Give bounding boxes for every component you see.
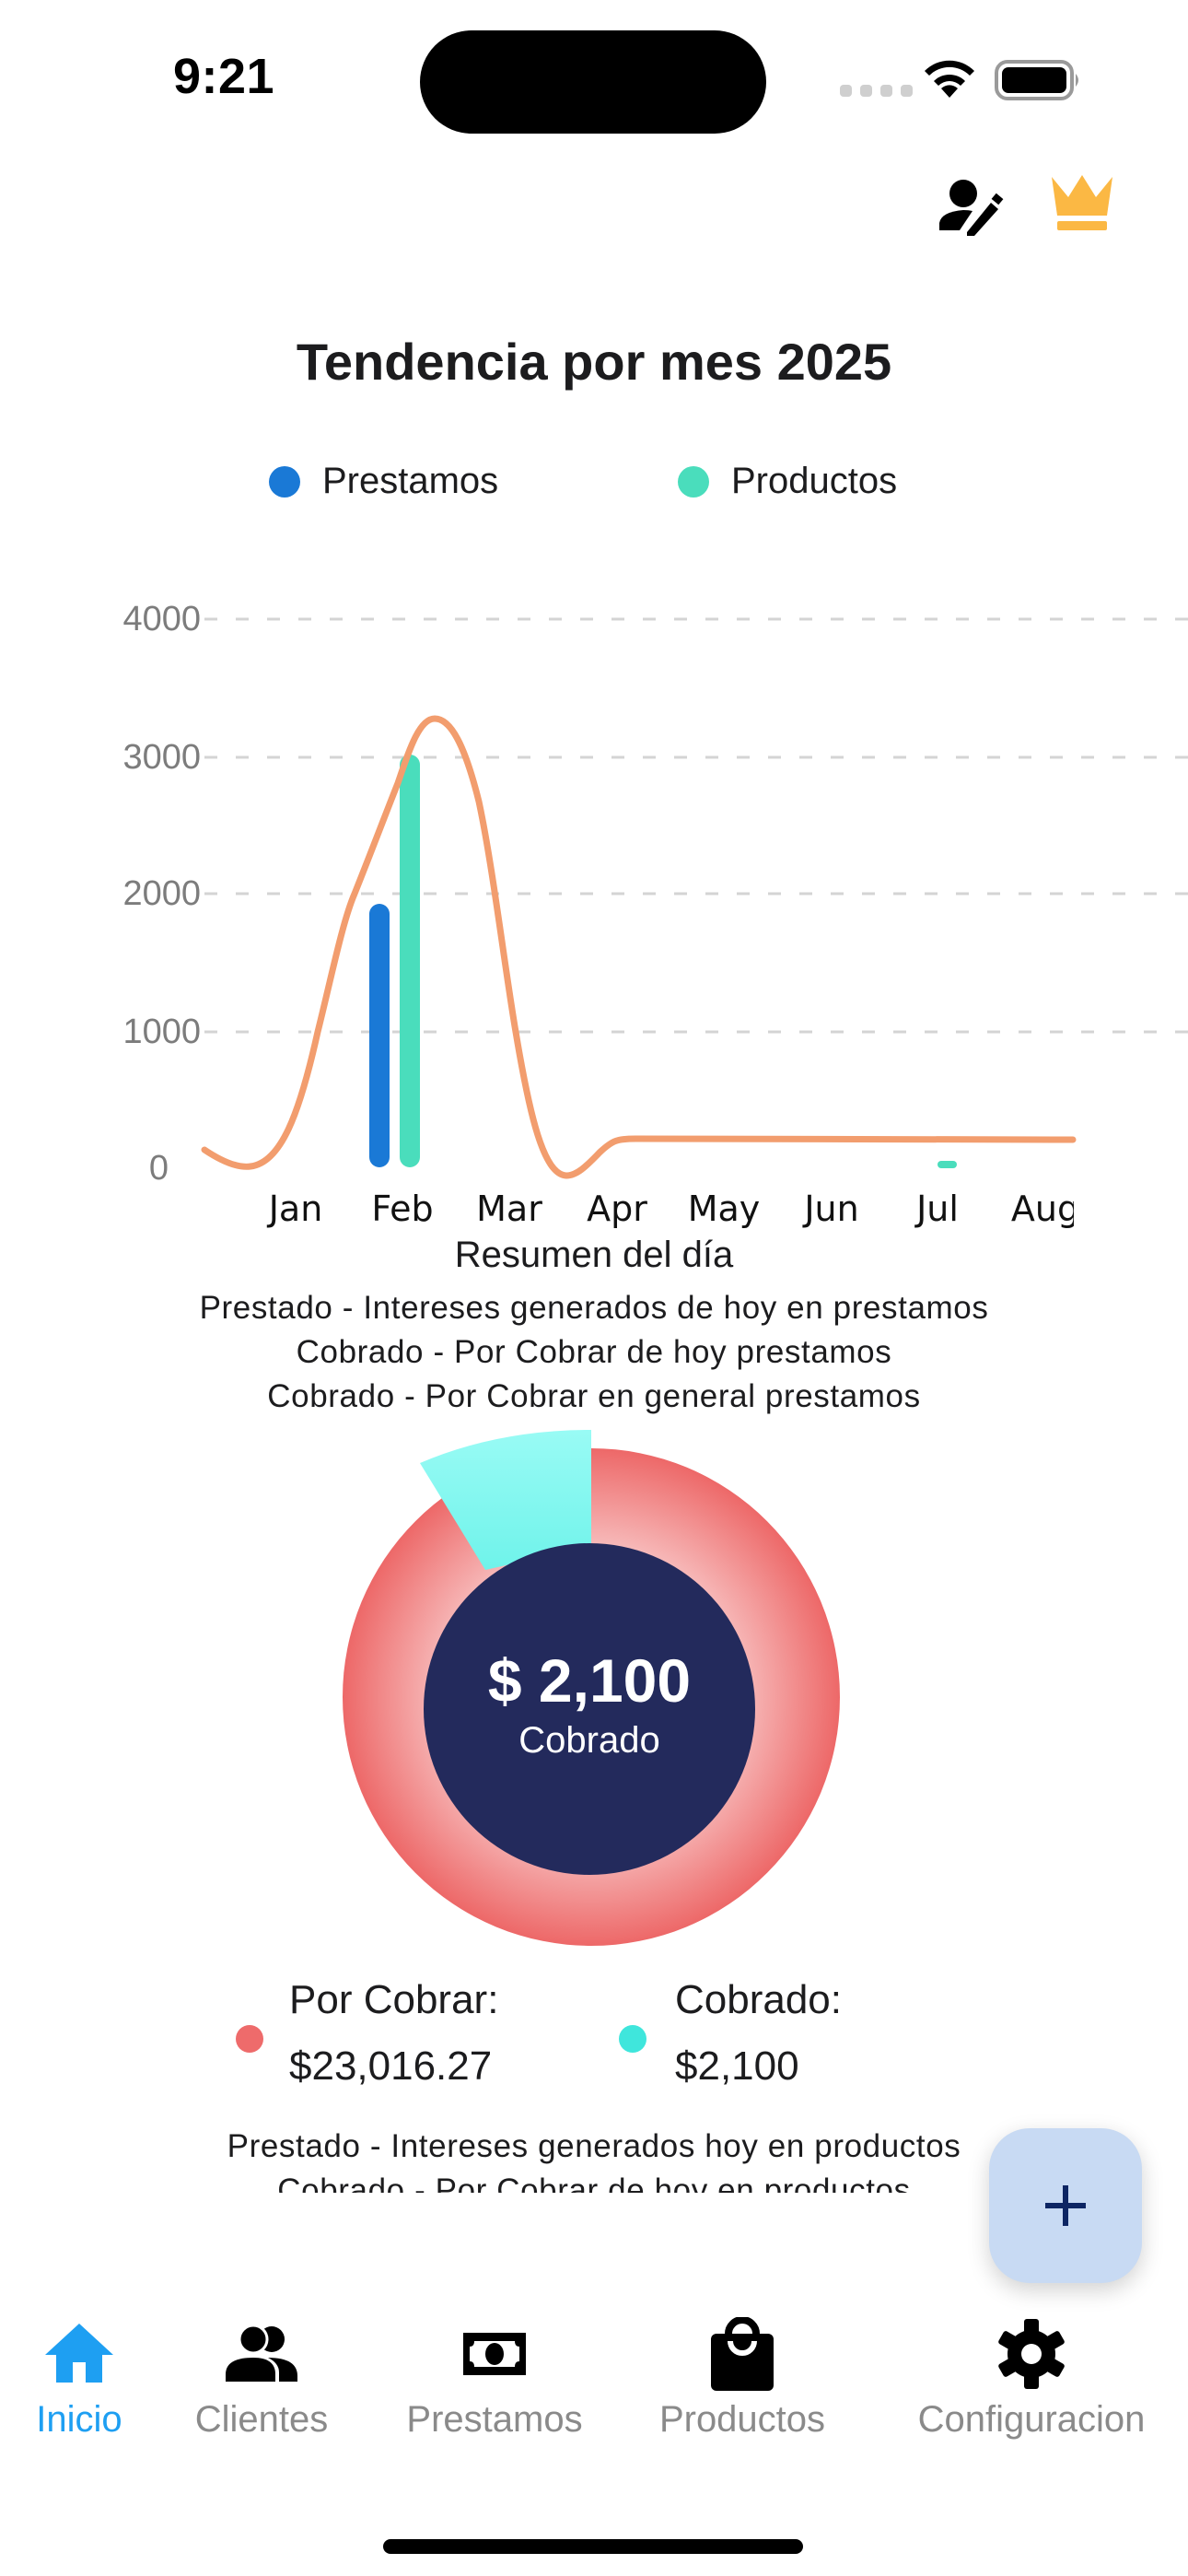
- people-icon: [226, 2326, 297, 2382]
- summary-line-loans-today: Cobrado - Por Cobrar de hoy prestamos: [296, 1334, 892, 1370]
- legend-dot-icon: [236, 2025, 263, 2053]
- legend-label: Por Cobrar:: [289, 1977, 499, 2022]
- y-tick-0: 0: [149, 1149, 169, 1188]
- cellular-signal-icon: [840, 85, 913, 97]
- tab-inicio[interactable]: Inicio: [17, 2313, 142, 2451]
- legend-label: Cobrado:: [675, 1977, 843, 2022]
- tab-label: Productos: [658, 2399, 826, 2440]
- svg-text:May: May: [688, 1188, 761, 1229]
- legend-dot-icon: [619, 2025, 646, 2053]
- battery-icon: [995, 60, 1078, 100]
- svg-text:Feb: Feb: [371, 1188, 433, 1229]
- legend-value: $2,100: [675, 2043, 799, 2089]
- chart-title: Tendencia por mes 2025: [296, 333, 892, 391]
- status-time: 9:21: [173, 49, 275, 104]
- summary-line-loans-interest: Prestado - Intereses generados de hoy en…: [199, 1290, 989, 1326]
- trend-chart-plot: 4000 3000 2000 1000 0 Jan Feb Mar Apr Ma…: [122, 600, 1188, 1235]
- person-edit-icon: [939, 180, 1004, 236]
- donut-center: $ 2,100 Cobrado: [424, 1543, 755, 1875]
- dynamic-island: [420, 30, 766, 134]
- y-tick-3000: 3000: [122, 738, 201, 777]
- tab-clientes[interactable]: Clientes: [188, 2313, 335, 2451]
- tab-label: Clientes: [194, 2399, 329, 2440]
- donut-legend: Por Cobrar: $23,016.27 Cobrado: $2,100: [0, 1967, 1188, 2089]
- products-summary: Prestado - Intereses generados hoy en pr…: [0, 2119, 1188, 2193]
- tab-label: Inicio: [36, 2399, 122, 2440]
- money-icon: [463, 2333, 526, 2375]
- donut-slice-cobrado: [420, 1430, 591, 1570]
- collection-donut-chart[interactable]: $ 2,100 Cobrado: [313, 1410, 866, 1962]
- wifi-icon: [925, 60, 974, 98]
- edit-user-button[interactable]: [939, 175, 1004, 236]
- add-button[interactable]: [989, 2128, 1142, 2283]
- chart-legend: Prestamos Productos: [0, 461, 1188, 516]
- home-icon: [45, 2324, 113, 2383]
- crown-icon: [1052, 175, 1112, 230]
- tab-label: Prestamos: [406, 2399, 583, 2440]
- donut-caption: Cobrado: [518, 1719, 660, 1761]
- svg-text:Apr: Apr: [587, 1188, 647, 1229]
- legend-dot-icon: [678, 465, 709, 498]
- gear-icon: [998, 2319, 1065, 2389]
- svg-text:Aug: Aug: [1011, 1188, 1079, 1229]
- summary-title: Resumen del día: [454, 1235, 734, 1275]
- status-bar: 9:21: [0, 0, 1188, 157]
- summary-line-products-interest: Prestado - Intereses generados hoy en pr…: [227, 2128, 961, 2164]
- legend-dot-icon: [269, 465, 300, 498]
- legend-label: Prestamos: [322, 461, 499, 501]
- svg-text:Jan: Jan: [267, 1188, 323, 1229]
- donut-amount: $ 2,100: [487, 1645, 692, 1715]
- summary-line-products-today: Cobrado - Por Cobrar de hoy en productos: [277, 2172, 911, 2193]
- tab-configuracion[interactable]: Configuracion: [893, 2313, 1170, 2451]
- y-tick-2000: 2000: [122, 874, 201, 913]
- tab-productos[interactable]: Productos: [645, 2313, 840, 2451]
- legend-value: $23,016.27: [289, 2043, 493, 2089]
- x-axis-labels: Jan Feb Mar Apr May Jun Jul Aug: [267, 1188, 1079, 1229]
- legend-item-prestamos: Prestamos: [269, 461, 498, 502]
- legend-item-productos: Productos: [678, 461, 897, 502]
- svg-text:Jul: Jul: [914, 1188, 959, 1229]
- tab-prestamos[interactable]: Prestamos: [396, 2313, 593, 2451]
- tab-bar: Inicio Clientes Prestamos: [0, 2313, 1188, 2451]
- legend-label: Productos: [731, 461, 898, 501]
- svg-text:Mar: Mar: [476, 1188, 542, 1229]
- summary-line-loans-general: Cobrado - Por Cobrar en general prestamo…: [267, 1378, 921, 1414]
- home-indicator[interactable]: [383, 2539, 803, 2554]
- plus-icon: [1045, 2185, 1086, 2226]
- svg-text:Jun: Jun: [802, 1188, 858, 1229]
- y-tick-1000: 1000: [122, 1013, 201, 1051]
- tab-label: Configuracion: [917, 2399, 1146, 2440]
- trend-line: [201, 715, 1077, 1179]
- shopping-bag-icon: [711, 2317, 774, 2391]
- grid-lines: [204, 617, 1188, 1034]
- y-axis-labels: 4000 3000 2000 1000 0: [122, 600, 201, 1188]
- trend-chart[interactable]: 4000 3000 2000 1000 0 Jan Feb Mar Apr Ma…: [0, 590, 1188, 1235]
- premium-button[interactable]: [1050, 175, 1114, 232]
- y-tick-4000: 4000: [122, 600, 201, 638]
